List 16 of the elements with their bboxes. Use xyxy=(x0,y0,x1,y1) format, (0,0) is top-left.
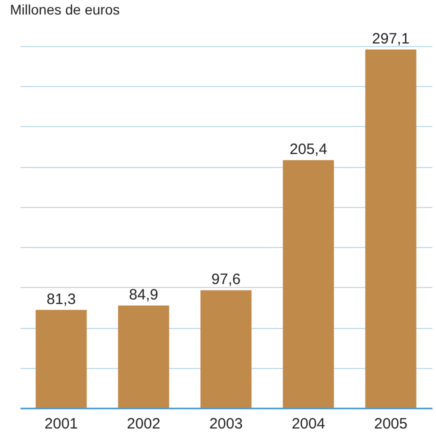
data-label: 84,9 xyxy=(129,286,158,304)
data-label: 81,3 xyxy=(46,290,76,308)
data-label: 97,6 xyxy=(211,271,241,288)
bar xyxy=(282,160,334,408)
bar xyxy=(365,50,416,408)
x-tick-label: 2001 xyxy=(44,416,78,432)
x-tick-label: 2003 xyxy=(209,416,243,432)
x-tick-label: 2005 xyxy=(374,416,408,432)
x-tick-label: 2002 xyxy=(126,416,160,432)
x-tick-label: 2004 xyxy=(292,416,326,432)
bar xyxy=(36,310,87,408)
bar xyxy=(200,290,252,408)
data-label: 205,4 xyxy=(290,141,328,158)
data-label: 297,1 xyxy=(372,30,410,48)
chart-title: Millones de euros xyxy=(10,2,120,18)
bar xyxy=(118,306,170,408)
